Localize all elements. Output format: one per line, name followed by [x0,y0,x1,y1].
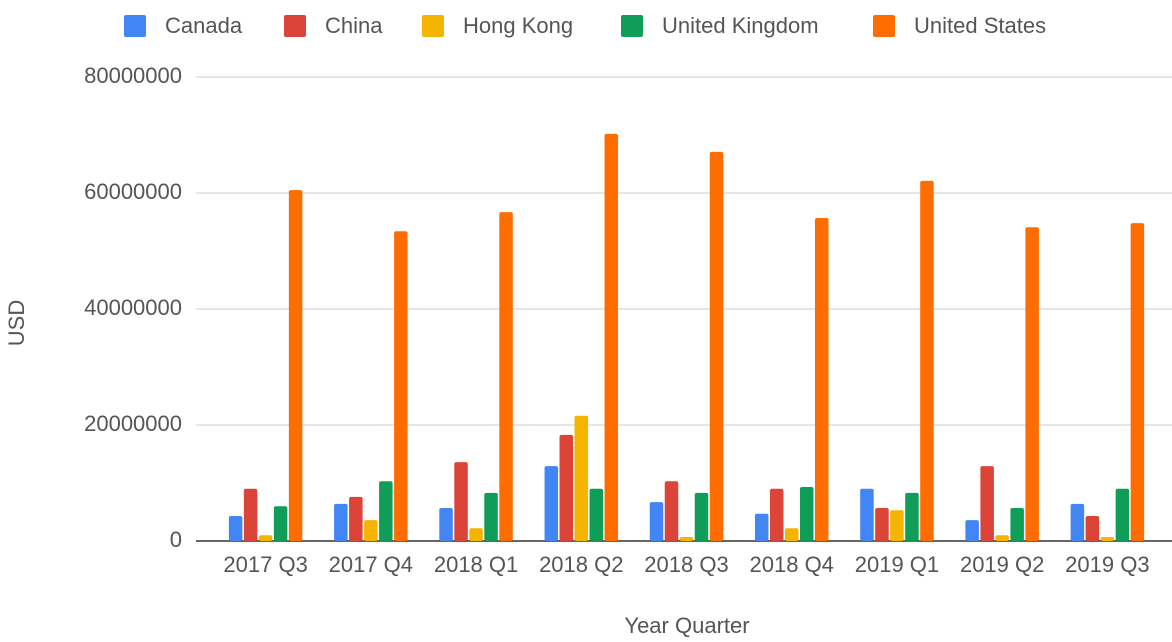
bar [965,520,979,541]
legend-swatch [422,15,444,37]
y-tick-label: 0 [170,527,182,552]
bar [499,212,513,541]
legend-label: Hong Kong [463,13,573,38]
legend-swatch [124,15,146,37]
bar [589,488,604,541]
bar [679,536,694,541]
legend-label: China [325,13,383,38]
x-tick-label: 2017 Q4 [329,552,413,577]
legend-swatch [621,15,643,37]
bar [469,528,483,541]
x-tick-label: 2017 Q3 [223,552,307,577]
legend-swatch [284,15,306,37]
bar [860,488,874,541]
bar [559,434,574,541]
bar [769,488,784,541]
y-axis-title: USD [4,300,29,346]
bar [1010,507,1024,541]
x-tick-label: 2018 Q1 [434,552,518,577]
bar [799,487,814,541]
bar [439,507,453,541]
bar [273,506,288,541]
bar [814,217,829,541]
bar [288,190,303,541]
bar [364,520,378,541]
y-tick-label: 80000000 [84,63,182,88]
bar [394,231,408,541]
bar [228,516,243,541]
x-tick-label: 2019 Q3 [1065,552,1149,577]
y-tick-label: 40000000 [84,295,182,320]
bar [544,466,559,541]
bar [379,481,393,541]
bar [709,151,724,541]
bar [574,415,589,541]
bar [243,488,258,541]
x-tick-label: 2018 Q2 [539,552,623,577]
bar [694,492,709,541]
bar [875,507,889,541]
bar [1130,223,1145,541]
bar [664,481,679,541]
bar [995,535,1009,541]
legend-label: Canada [165,13,243,38]
bar [1100,536,1115,541]
bar [1025,227,1039,541]
bar [349,496,363,541]
bar [920,180,934,541]
y-tick-label: 20000000 [84,411,182,436]
legend-label: United Kingdom [662,13,819,38]
bar [784,528,799,541]
bar [334,503,348,541]
bar [754,513,769,541]
bar [1115,488,1130,541]
bar [454,462,468,541]
bar [604,133,619,541]
x-tick-label: 2018 Q3 [644,552,728,577]
bar [1070,503,1085,541]
bar [1085,516,1100,541]
bar [649,502,664,541]
bar [890,510,904,541]
y-tick-label: 60000000 [84,179,182,204]
x-tick-label: 2019 Q1 [855,552,939,577]
bar [905,492,919,541]
legend-label: United States [914,13,1046,38]
legend-swatch [873,15,895,37]
bar [484,492,498,541]
x-axis-title: Year Quarter [624,613,749,637]
x-tick-label: 2018 Q4 [750,552,834,577]
bar [258,535,273,541]
bar [980,466,994,541]
x-tick-label: 2019 Q2 [960,552,1044,577]
